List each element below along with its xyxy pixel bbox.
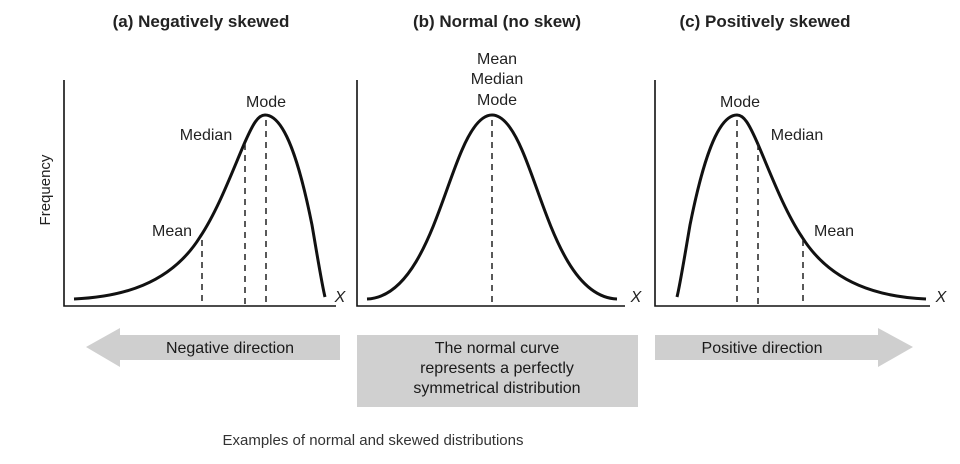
panel-b-title: (b) Normal (no skew) — [413, 12, 581, 31]
panel-a-title: (a) Negatively skewed — [113, 12, 290, 31]
panel-b-x-label: X — [630, 289, 643, 306]
panel-c-mean-label: Mean — [814, 223, 854, 240]
y-axis-label: Frequency — [37, 154, 54, 225]
panel-a-curve — [73, 113, 327, 301]
left-arrow-shape — [86, 328, 340, 367]
panel-b-curve — [366, 113, 618, 301]
center-box — [357, 335, 638, 407]
panel-a: Mean Median Mode X — [63, 80, 347, 307]
negative-direction-arrow: Negative direction — [86, 328, 340, 367]
positive-direction-arrow: Positive direction — [655, 328, 913, 367]
normal-curve-note: The normal curve represents a perfectly … — [357, 335, 638, 407]
panel-a-axes — [63, 80, 336, 307]
panel-c-curve — [675, 113, 927, 301]
negative-direction-label: Negative direction — [166, 340, 294, 357]
panel-c-x-label: X — [935, 289, 948, 306]
center-box-line-1: The normal curve — [435, 340, 560, 357]
panel-c: Mode Median Mean X — [654, 80, 948, 307]
figure-caption: Examples of normal and skewed distributi… — [223, 432, 524, 449]
panel-a-mean-label: Mean — [152, 223, 192, 240]
right-arrow-shape — [655, 328, 913, 367]
center-box-line-2: represents a perfectly — [420, 360, 574, 377]
panel-a-mode-label: Mode — [246, 94, 286, 111]
positive-direction-label: Positive direction — [702, 340, 823, 357]
panel-a-x-label: X — [334, 289, 347, 306]
panel-b-axes — [356, 80, 625, 307]
center-box-line-3: symmetrical distribution — [413, 380, 580, 397]
panel-b-mean-label: Mean — [477, 51, 517, 68]
panel-c-median-label: Median — [771, 127, 823, 144]
panel-b: Mean Median Mode X — [356, 51, 643, 307]
panel-a-median-label: Median — [180, 127, 232, 144]
panel-c-axes — [654, 80, 930, 307]
panel-c-mode-label: Mode — [720, 94, 760, 111]
panel-b-median-label: Median — [471, 71, 523, 88]
panel-b-mode-label: Mode — [477, 92, 517, 109]
panel-c-title: (c) Positively skewed — [679, 12, 850, 31]
